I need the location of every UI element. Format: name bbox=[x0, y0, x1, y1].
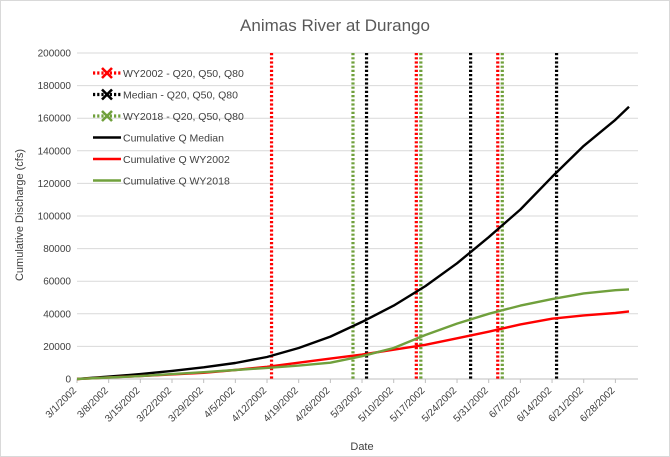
x-tick-labels: 3/1/20023/8/20023/15/20023/22/20023/29/2… bbox=[44, 379, 618, 425]
series-lines bbox=[76, 105, 630, 381]
y-tick-label: 0 bbox=[65, 375, 71, 386]
y-tick-label: 140000 bbox=[38, 146, 72, 157]
legend-item-wy2002-q20-q50-q80: WY2002 - Q20, Q50, Q80 bbox=[93, 67, 244, 80]
legend-marker bbox=[101, 88, 113, 101]
y-tick-label: 160000 bbox=[38, 114, 72, 125]
y-axis-label: Cumulative Discharge (cfs) bbox=[14, 149, 26, 281]
series-cumulative-q-median bbox=[76, 105, 630, 381]
x-tick-label: 3/1/2002 bbox=[44, 385, 80, 421]
chart-title: Animas River at Durango bbox=[240, 16, 430, 35]
legend-item-cumulative-q-wy2018: Cumulative Q WY2018 bbox=[93, 175, 230, 187]
y-tick-label: 100000 bbox=[38, 212, 72, 223]
legend-marker bbox=[101, 110, 113, 122]
x-tick-label: 5/31/2002 bbox=[452, 385, 492, 425]
y-tick-label: 40000 bbox=[43, 309, 71, 320]
legend-label: Cumulative Q WY2018 bbox=[123, 175, 230, 187]
legend-label: WY2018 - Q20, Q50, Q80 bbox=[123, 111, 244, 123]
legend: WY2002 - Q20, Q50, Q80 Median - Q20, Q50,… bbox=[93, 67, 244, 187]
legend-label: Median - Q20, Q50, Q80 bbox=[123, 89, 238, 101]
legend-marker bbox=[101, 67, 113, 79]
x-tick-label: 6/28/2002 bbox=[578, 385, 618, 425]
y-tick-label: 200000 bbox=[38, 49, 72, 60]
legend-label: Cumulative Q WY2002 bbox=[123, 154, 230, 166]
x-tick-label: 3/29/2002 bbox=[167, 385, 207, 425]
y-tick-labels: 0 20000 40000 60000 80000 100000 120000 140000 1… bbox=[38, 49, 72, 386]
legend-item-cumulative-q-wy2002: Cumulative Q WY2002 bbox=[93, 154, 230, 166]
legend-label: Cumulative Q Median bbox=[123, 132, 224, 144]
series-cumulative-q-wy2018 bbox=[76, 288, 630, 381]
legend-label: WY2002 - Q20, Q50, Q80 bbox=[123, 68, 244, 80]
legend-item-median-q20-q50-q80: Median - Q20, Q50, Q80 bbox=[93, 88, 238, 101]
legend-item-wy2018-q20-q50-q80: WY2018 - Q20, Q50, Q80 bbox=[93, 110, 244, 123]
y-tick-label: 120000 bbox=[38, 179, 72, 190]
y-tick-label: 80000 bbox=[43, 244, 71, 255]
y-tick-label: 180000 bbox=[38, 81, 72, 92]
x-tick-label: 4/26/2002 bbox=[293, 385, 333, 425]
y-tick-label: 60000 bbox=[43, 277, 71, 288]
grid-lines bbox=[77, 52, 638, 380]
legend-item-cumulative-q-median: Cumulative Q Median bbox=[93, 132, 224, 144]
x-axis-label: Date bbox=[350, 441, 373, 453]
y-tick-label: 20000 bbox=[43, 342, 71, 353]
